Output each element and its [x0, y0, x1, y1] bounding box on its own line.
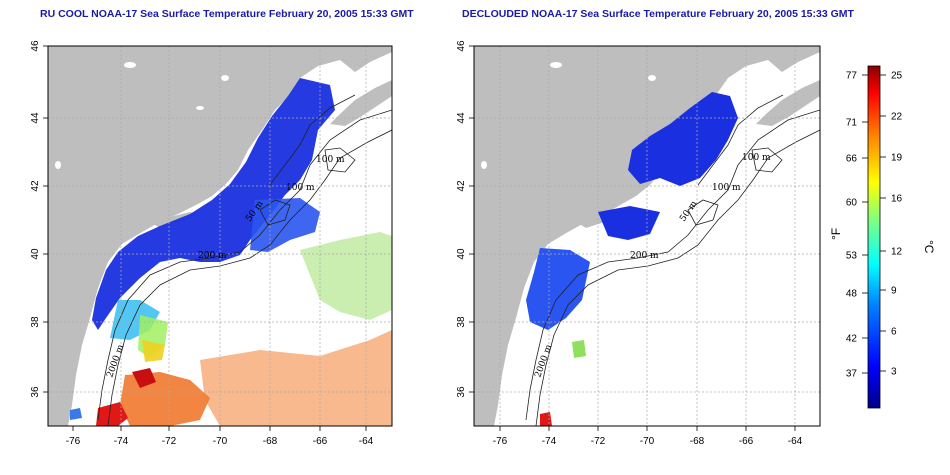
bathymetry-contours	[97, 94, 392, 426]
left-sst-map: 100 m 100 m 50 m 200 m 2000 m	[48, 46, 392, 426]
latitude-tick-label: 44	[456, 112, 467, 124]
celsius-unit-label: °C	[922, 240, 936, 254]
colorbar-gradient	[867, 65, 881, 409]
celsius-tick-label: 9	[891, 286, 897, 297]
lake	[55, 161, 61, 169]
sst-cold-water	[92, 78, 335, 330]
latitude-tick-label: 36	[30, 386, 41, 398]
contour-label: 200 m	[198, 251, 227, 261]
latitude-tick-label: 42	[456, 180, 467, 192]
bathymetry-contours	[525, 94, 820, 426]
fahrenheit-tick-label: 37	[846, 369, 858, 380]
sst-cold-water	[628, 92, 738, 186]
lake	[481, 161, 487, 169]
sst-cold-water	[598, 206, 660, 240]
longitude-tick-label: -72	[162, 436, 177, 447]
sst-warm-scatter	[200, 330, 392, 426]
contour-label: 100 m	[712, 183, 741, 193]
fahrenheit-tick-label: 53	[846, 251, 858, 262]
nova-scotia	[756, 80, 820, 126]
land-mass	[474, 46, 820, 426]
fahrenheit-tick-label: 77	[846, 71, 858, 82]
nova-scotia	[330, 80, 392, 126]
latitude-tick-label: 38	[456, 316, 467, 328]
celsius-tick-label: 22	[891, 112, 903, 123]
fahrenheit-tick-label: 71	[846, 118, 858, 129]
latitude-tick-label: 36	[456, 386, 467, 398]
celsius-tick-label: 25	[891, 71, 903, 82]
colorbar: 77 71 66 60 53 48 42 37 25 22 19 16 12 9 6 3 °F °C	[829, 65, 936, 409]
fahrenheit-unit-label: °F	[829, 228, 843, 240]
longitude-tick-label: -64	[359, 436, 374, 447]
right-sst-map: 100 m 100 m 50 m 200 m 2000 m	[474, 46, 820, 426]
longitude-tick-label: -76	[66, 436, 81, 447]
celsius-tick-label: 19	[891, 153, 903, 164]
sst-cool-water	[250, 198, 320, 252]
lake	[221, 75, 229, 81]
longitude-tick-label: -68	[263, 436, 278, 447]
longitude-tick-label: -74	[542, 436, 557, 447]
fahrenheit-tick-label: 48	[846, 289, 858, 300]
sst-hot-water	[540, 412, 552, 426]
colorbar-ticks: 77 71 66 60 53 48 42 37 25 22 19 16 12 9 6 3	[846, 71, 903, 380]
sst-hot-water	[96, 402, 128, 426]
fahrenheit-tick-label: 60	[846, 198, 858, 209]
latitude-tick-label: 42	[30, 180, 41, 192]
grid-lines	[474, 46, 820, 426]
longitude-tick-label: -64	[788, 436, 803, 447]
longitude-tick-label: -66	[313, 436, 328, 447]
lake	[124, 62, 136, 68]
longitude-tick-label: -70	[640, 436, 655, 447]
longitude-tick-label: -72	[591, 436, 606, 447]
latitude-tick-label: 46	[30, 40, 41, 52]
latitude-tick-label: 40	[456, 248, 467, 260]
contour-label: 100 m	[742, 153, 771, 163]
lake	[196, 106, 204, 110]
contour-label: 200 m	[630, 251, 659, 261]
sst-green-water	[572, 340, 586, 358]
latitude-tick-label: 38	[30, 316, 41, 328]
fahrenheit-tick-label: 42	[846, 334, 858, 345]
grid-lines	[48, 46, 392, 426]
celsius-tick-label: 12	[891, 247, 903, 258]
sst-cool-water	[526, 248, 590, 330]
latitude-tick-label: 46	[456, 40, 467, 52]
lake	[550, 62, 562, 68]
contour-label: 100 m	[286, 183, 315, 193]
sst-hot-spot	[132, 368, 156, 388]
right-map-title: DECLOUDED NOAA-17 Sea Surface Temperatur…	[462, 8, 854, 20]
latitude-tick-label: 44	[30, 112, 41, 124]
fahrenheit-tick-label: 66	[846, 154, 858, 165]
lake	[648, 75, 656, 81]
left-map-title: RU COOL NOAA-17 Sea Surface Temperature …	[40, 8, 414, 20]
longitude-tick-label: -70	[213, 436, 228, 447]
celsius-tick-label: 6	[891, 327, 897, 338]
land-mass	[48, 46, 392, 426]
axis-ticks: -76 -74 -72 -70 -68 -66 -64 46 44 42 40 38 36 -76 -74 -…	[30, 40, 803, 447]
sst-cold-edge	[70, 408, 82, 420]
sst-yellow-water	[142, 340, 165, 362]
celsius-tick-label: 16	[891, 194, 903, 205]
longitude-tick-label: -76	[493, 436, 508, 447]
celsius-tick-label: 3	[891, 367, 897, 378]
contour-label: 100 m	[316, 155, 345, 165]
latitude-tick-label: 40	[30, 248, 41, 260]
longitude-tick-label: -68	[690, 436, 705, 447]
longitude-tick-label: -74	[114, 436, 129, 447]
longitude-tick-label: -66	[739, 436, 754, 447]
